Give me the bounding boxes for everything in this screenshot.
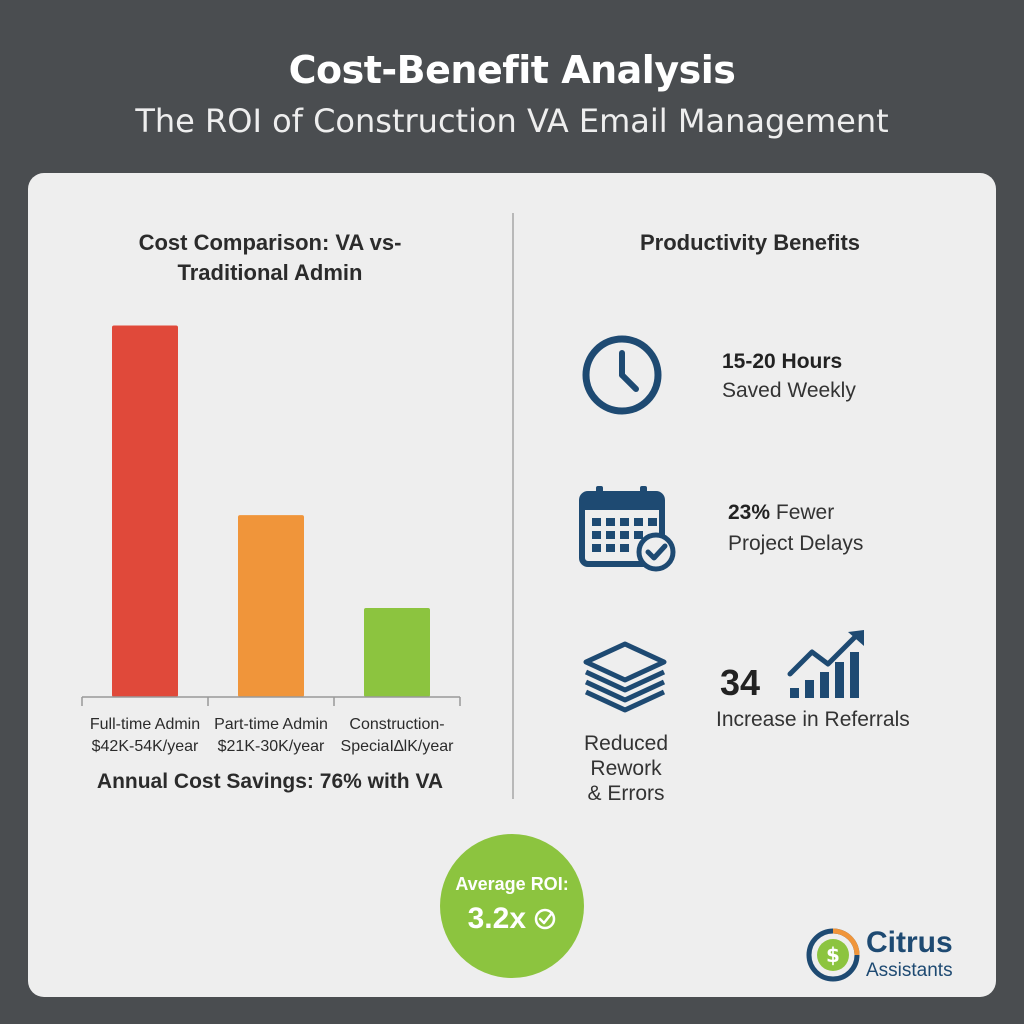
chart-title-line2: Traditional Admin <box>177 260 363 285</box>
delays-benefit: 23% Fewer Project Delays <box>728 498 863 558</box>
stacked-layers-icon <box>583 641 667 713</box>
growth-chart-icon <box>787 630 864 698</box>
clock-icon <box>582 335 662 415</box>
category-name: Construction- <box>349 716 445 733</box>
roi-label: Average ROI: <box>455 874 569 894</box>
category-value: $42K-54K/year <box>91 738 199 755</box>
category-value: $21K-30K/year <box>217 738 325 755</box>
page-title: Cost-Benefit Analysis <box>288 48 736 92</box>
category-label-1: Part-time Admin $21K-30K/year <box>196 714 346 758</box>
rework-line1: Reduced <box>583 732 669 755</box>
delays-text2: Project Delays <box>728 532 864 555</box>
column-divider <box>512 213 514 799</box>
chart-title: Cost Comparison: VA vs- Traditional Admi… <box>70 228 470 288</box>
rework-line2: Rework <box>590 757 662 780</box>
roi-badge: Average ROI: 3.2x <box>440 834 584 978</box>
roi-value: 3.2x <box>467 902 527 935</box>
category-name: Part-time Admin <box>214 716 328 733</box>
dollar-logo-icon: $ <box>806 928 860 982</box>
hours-strong: 15-20 Hours <box>722 350 843 373</box>
check-circle-icon <box>535 908 556 930</box>
category-label-2: Construction- SpeciaI∆lK/year <box>322 714 472 758</box>
logo-name: Citrus <box>866 926 953 959</box>
referrals-number: 34 <box>720 662 761 703</box>
benefits-title: Productivity Benefits <box>639 230 861 255</box>
logo-sub: Assistants <box>866 960 953 981</box>
referrals-text: Increase in Referrals <box>716 708 910 731</box>
savings-text: Annual Cost Savings: 76% with VA <box>96 770 444 793</box>
calendar-check-icon <box>579 486 676 572</box>
rework-benefit: Reduced Rework & Errors <box>566 731 686 806</box>
rework-line3: & Errors <box>587 782 665 805</box>
category-label-0: Full-time Admin $42K-54K/year <box>70 714 220 758</box>
delays-text1: Fewer <box>770 501 835 524</box>
svg-text:$: $ <box>826 943 840 967</box>
page-subtitle: The ROI of Construction VA Email Managem… <box>135 102 889 140</box>
hours-text: Saved Weekly <box>722 379 856 402</box>
chart-title-line1: Cost Comparison: VA vs- <box>138 230 402 255</box>
hours-benefit: 15-20 Hours Saved Weekly <box>722 347 856 405</box>
category-value: SpeciaI∆lK/year <box>340 738 454 755</box>
delays-strong: 23% <box>728 501 771 524</box>
roi-value-row: 3.2x <box>440 902 584 936</box>
category-name: Full-time Admin <box>89 716 201 733</box>
